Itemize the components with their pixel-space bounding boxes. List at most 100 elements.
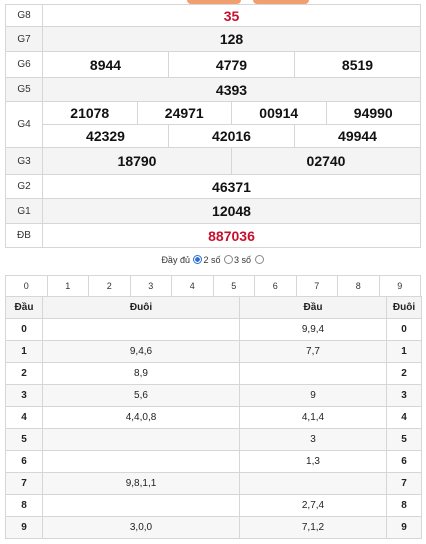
tail-digit: 7 <box>386 472 422 495</box>
digit-filter[interactable]: 8 <box>337 275 380 297</box>
prize-g4-value: 42016 <box>168 125 294 147</box>
prize-g8-value: 35 <box>42 4 421 27</box>
prize-g4-value: 21078 <box>70 105 110 121</box>
head-values: 9 <box>239 384 387 407</box>
digit-filter[interactable]: 4 <box>171 275 214 297</box>
tail-values: 9,8,1,1 <box>42 472 240 495</box>
tail-digit: 9 <box>386 516 422 539</box>
tail-digit: 3 <box>386 384 422 407</box>
loto-table: Đầu Đuôi Đầu Đuôi 0 9,9,4 0 1 9,4,6 7,7 … <box>5 296 422 539</box>
head-digit: 7 <box>5 472 43 495</box>
digit-filter[interactable]: 1 <box>46 275 89 297</box>
digit-filter[interactable]: 7 <box>295 275 338 297</box>
prize-special-value: 887036 <box>42 223 421 248</box>
tail-digit: 4 <box>386 406 422 429</box>
prize-g4-value: 24971 <box>136 102 232 124</box>
table-row: 1 9,4,6 7,7 1 <box>5 340 422 363</box>
tail-digit: 8 <box>386 494 422 517</box>
table-row: 8 2,7,4 8 <box>5 494 422 517</box>
head-values: 3 <box>239 428 387 451</box>
prize-label: G8 <box>5 4 43 27</box>
head-digit: 0 <box>5 318 43 341</box>
table-row: 2 8,9 2 <box>5 362 422 385</box>
head-values <box>239 362 387 385</box>
head-values <box>239 472 387 495</box>
head-values: 7,7 <box>239 340 387 363</box>
head-digit: 3 <box>5 384 43 407</box>
head-values: 9,9,4 <box>239 318 387 341</box>
tail-values <box>42 428 240 451</box>
radio-full[interactable] <box>254 255 264 264</box>
tail-values: 8,9 <box>42 362 240 385</box>
prize-label: G2 <box>5 174 43 199</box>
digit-filter[interactable]: 5 <box>212 275 255 297</box>
header-duoi: Đuôi <box>42 296 240 319</box>
header-duoi: Đuôi <box>386 296 422 319</box>
prize-label: ĐB <box>5 223 43 248</box>
prize-label: G1 <box>5 198 43 224</box>
prize-g4-value: 94990 <box>325 102 421 124</box>
head-values: 2,7,4 <box>239 494 387 517</box>
tail-digit: 5 <box>386 428 422 451</box>
results-table: G8 35 G7 128 G6 8944 4779 8519 G5 4393 G… <box>5 4 421 248</box>
head-values: 7,1,2 <box>239 516 387 539</box>
tail-values: 3,0,0 <box>42 516 240 539</box>
head-digit: 6 <box>5 450 43 473</box>
tail-digit: 2 <box>386 362 422 385</box>
prize-g3-value: 18790 <box>117 153 157 169</box>
tail-values: 5,6 <box>42 384 240 407</box>
tail-values: 9,4,6 <box>42 340 240 363</box>
table-row: 5 3 5 <box>5 428 422 451</box>
tail-values <box>42 318 240 341</box>
prize-g2-value: 46371 <box>42 174 421 199</box>
tail-values: 4,4,0,8 <box>42 406 240 429</box>
table-row: 7 9,8,1,1 7 <box>5 472 422 495</box>
prize-g7-value: 128 <box>42 26 421 52</box>
table-row: 3 5,6 9 3 <box>5 384 422 407</box>
tail-values <box>42 494 240 517</box>
prize-g5-value: 4393 <box>42 77 421 102</box>
prize-g3-value: 02740 <box>231 148 420 174</box>
digit-filter-bar: 0 1 2 3 4 5 6 7 8 9 <box>5 275 421 297</box>
table-row: 4 4,4,0,8 4,1,4 4 <box>5 406 422 429</box>
digit-filter[interactable]: 3 <box>129 275 172 297</box>
header-dau: Đầu <box>5 296 43 319</box>
prize-label: G6 <box>5 51 43 78</box>
table-row: 9 3,0,0 7,1,2 9 <box>5 516 422 539</box>
prize-g6-value: 8519 <box>294 52 420 77</box>
head-values: 4,1,4 <box>239 406 387 429</box>
prize-label: G5 <box>5 77 43 102</box>
tab-button-right[interactable] <box>253 0 309 4</box>
head-digit: 2 <box>5 362 43 385</box>
prize-g1-value: 12048 <box>42 198 421 224</box>
tab-button-left[interactable] <box>187 0 241 4</box>
digit-filter[interactable]: 2 <box>88 275 131 297</box>
tail-digit: 0 <box>386 318 422 341</box>
digit-filter[interactable]: 9 <box>378 275 421 297</box>
digit-filter[interactable]: 0 <box>5 275 48 297</box>
head-digit: 9 <box>5 516 43 539</box>
display-options: Đầy đủ 2 số 3 số <box>0 255 426 265</box>
prize-g4-value: 49944 <box>294 125 420 147</box>
prize-g4-value: 00914 <box>231 102 326 124</box>
prize-g6-value: 4779 <box>168 52 294 77</box>
option-two-label[interactable]: 2 số <box>203 255 221 265</box>
radio-2-digits[interactable] <box>193 255 203 264</box>
prize-g4-value: 42329 <box>86 128 125 144</box>
table-row: 0 9,9,4 0 <box>5 318 422 341</box>
radio-3-digits[interactable] <box>224 255 234 264</box>
option-three-label[interactable]: 3 số <box>234 255 252 265</box>
tail-digit: 1 <box>386 340 422 363</box>
prize-label: G7 <box>5 26 43 52</box>
tail-digit: 6 <box>386 450 422 473</box>
tail-values <box>42 450 240 473</box>
head-digit: 5 <box>5 428 43 451</box>
head-values: 1,3 <box>239 450 387 473</box>
prize-label: G4 <box>5 101 43 148</box>
header-dau: Đầu <box>239 296 387 319</box>
head-digit: 1 <box>5 340 43 363</box>
option-full-label: Đầy đủ <box>161 255 190 265</box>
prize-label: G3 <box>5 147 43 175</box>
table-row: 6 1,3 6 <box>5 450 422 473</box>
digit-filter[interactable]: 6 <box>254 275 297 297</box>
